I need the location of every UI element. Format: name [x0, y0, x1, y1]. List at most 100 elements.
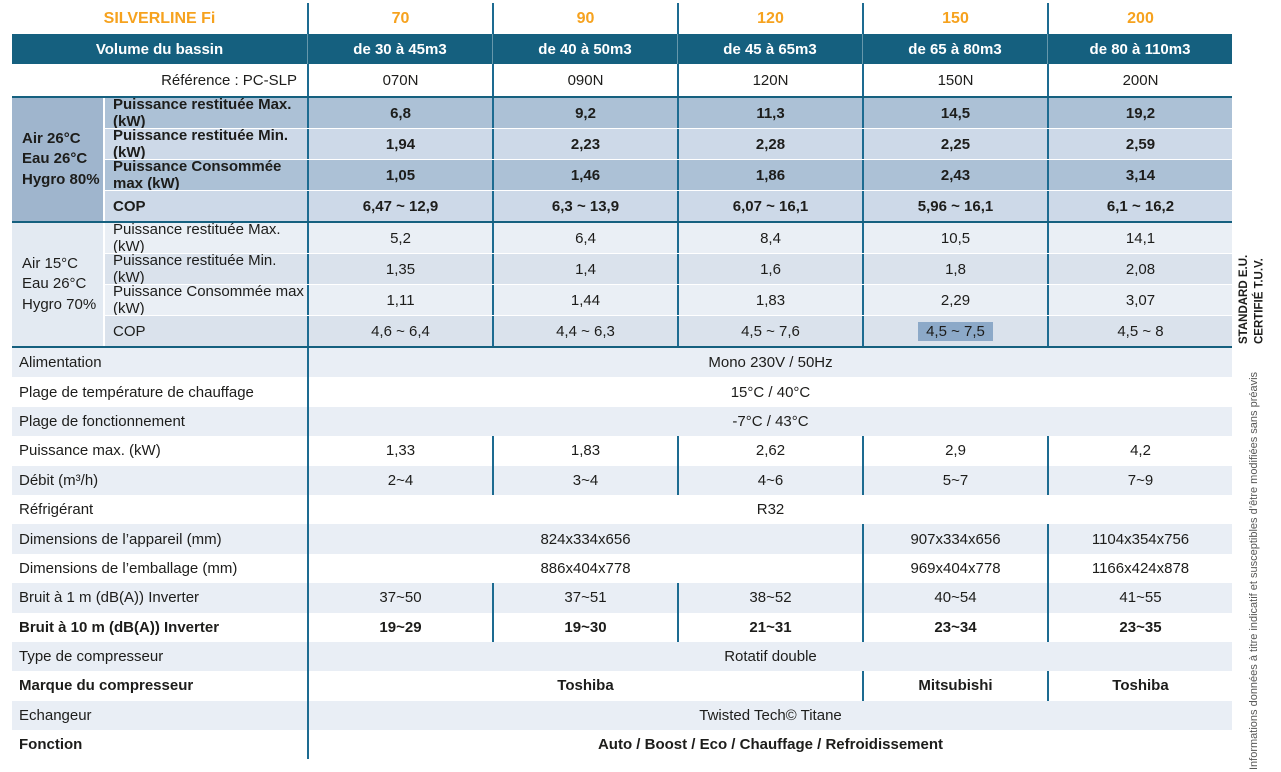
spec-value-cell: Toshiba — [1047, 671, 1232, 701]
spec-merged-value: Rotatif double — [307, 641, 1232, 672]
volume-value: de 65 à 80m3 — [862, 34, 1047, 64]
spec-param-label: Puissance Consommée max (kW) — [113, 158, 282, 192]
spec-value-cell: 19~29 — [307, 612, 492, 642]
spec-merged-value: Auto / Boost / Eco / Chauffage / Refroid… — [307, 730, 1232, 760]
spec-value-cell: 4,6 ~ 6,4 — [307, 316, 492, 346]
spec-value-cell: 4,5 ~ 7,5 — [862, 316, 1047, 346]
spec-value-cell: 37~50 — [307, 583, 492, 613]
model-header-row: SILVERLINE Fi 70 90 120 150 200 — [12, 3, 1232, 34]
spec-value-cell: 10,5 — [862, 223, 1047, 253]
spec-row: Bruit à 1 m (dB(A)) Inverter 37~50 37~51 38… — [12, 583, 1232, 613]
spec-row-label: Puissance max. (kW) — [19, 442, 161, 460]
spec-value-cell: 2~4 — [307, 465, 492, 495]
spec-value-cell: 3,07 — [1047, 285, 1232, 315]
spec-span-value: 886x404x778 — [307, 553, 862, 584]
spec-row: Réfrigérant R32 — [12, 494, 1232, 525]
reference-value: 150N — [862, 64, 1047, 96]
reference-value: 070N — [307, 64, 492, 96]
spec-value-cell: 2,25 — [862, 129, 1047, 159]
spec-row: Marque du compresseur Toshiba Mitsubishi To… — [12, 671, 1232, 701]
spec-value-cell: 1,46 — [492, 160, 677, 190]
spec-value-cell: 1,11 — [307, 285, 492, 315]
performance-row: Puissance restituée Max. (kW) 5,2 6,4 8,4 10… — [105, 221, 1232, 255]
spec-value-cell: 1,44 — [492, 285, 677, 315]
spec-row-label: Bruit à 10 m (dB(A)) Inverter — [19, 618, 220, 636]
spec-row: Plage de fonctionnement -7°C / 43°C — [12, 406, 1232, 437]
volume-row: Volume du bassin de 30 à 45m3 de 40 à 50m3… — [12, 34, 1232, 64]
model-column-header: 200 — [1047, 3, 1232, 34]
model-column-header: 120 — [677, 3, 862, 34]
spec-row-label: Dimensions de l’appareil (mm) — [19, 530, 222, 548]
spec-value-cell: 2,43 — [862, 160, 1047, 190]
spec-row-label: Echangeur — [19, 706, 92, 724]
spec-row-label: Réfrigérant — [19, 501, 94, 519]
spec-value-cell: 1104x354x756 — [1047, 524, 1232, 554]
spec-param-label: COP — [113, 197, 146, 215]
spec-row-label: Bruit à 1 m (dB(A)) Inverter — [19, 589, 200, 607]
reference-row: Référence : PC-SLP 070N 090N 120N 150N 200N — [12, 64, 1232, 96]
spec-row: Alimentation Mono 230V / 50Hz — [12, 348, 1232, 378]
spec-row: Dimensions de l’appareil (mm) 824x334x656… — [12, 524, 1232, 554]
spec-span-value: 824x334x656 — [307, 524, 862, 554]
spec-row-label: Plage de fonctionnement — [19, 412, 185, 430]
spec-value-cell: 1,86 — [677, 160, 862, 190]
condition-line: Air 26°C — [22, 130, 81, 148]
spec-value-cell: 1,94 — [307, 129, 492, 159]
spec-value-cell: 37~51 — [492, 583, 677, 613]
spec-span-value: Toshiba — [307, 671, 862, 701]
volume-value: de 30 à 45m3 — [307, 34, 492, 64]
spec-value-cell: 19~30 — [492, 612, 677, 642]
spec-merged-value: 15°C / 40°C — [307, 377, 1232, 407]
condition-line: Air 15°C — [22, 255, 79, 273]
certification-vertical-note: STANDARD E.U. CERTIFIÉ T.U.V. — [1238, 254, 1266, 344]
spec-value-cell: 7~9 — [1047, 465, 1232, 495]
condition-line: Hygro 70% — [22, 295, 97, 313]
spec-value-cell: Mitsubishi — [862, 671, 1047, 701]
spec-value-cell: 4,4 ~ 6,3 — [492, 316, 677, 346]
spec-merged-value: R32 — [307, 494, 1232, 525]
condition-line: Eau 26°C — [22, 275, 87, 293]
spec-value-cell: 4,2 — [1047, 436, 1232, 466]
spec-param-label: Puissance restituée Min. (kW) — [113, 127, 289, 161]
performance-row: COP 6,47 ~ 12,9 6,3 ~ 13,9 6,07 ~ 16,1 5,96 … — [105, 190, 1232, 221]
spec-value-cell: 5,96 ~ 16,1 — [862, 191, 1047, 221]
spec-row: Dimensions de l’emballage (mm) 886x404x77… — [12, 553, 1232, 584]
spec-row-label: Alimentation — [19, 354, 102, 372]
model-column-header: 90 — [492, 3, 677, 34]
condition-group-label: Air 26°C Eau 26°C Hygro 80% — [12, 98, 105, 221]
spec-row-label: Dimensions de l’emballage (mm) — [19, 559, 238, 577]
spec-value-cell: 2,62 — [677, 436, 862, 466]
performance-section-air26: Air 26°C Eau 26°C Hygro 80% Puissance resti… — [12, 96, 1232, 221]
spec-merged-value: -7°C / 43°C — [307, 406, 1232, 437]
spec-row-label: Fonction — [19, 736, 83, 754]
spec-value-cell: 6,1 ~ 16,2 — [1047, 191, 1232, 221]
section-divider — [12, 221, 1232, 223]
spec-value-cell: 1,83 — [492, 436, 677, 466]
spec-value-cell: 6,47 ~ 12,9 — [307, 191, 492, 221]
spec-value-cell: 38~52 — [677, 583, 862, 613]
section-divider — [12, 96, 1232, 98]
spec-row: Puissance max. (kW) 1,33 1,83 2,62 2,9 4,2 — [12, 436, 1232, 466]
condition-line: Hygro 80% — [22, 170, 100, 188]
spec-merged-value: Twisted Tech© Titane — [307, 700, 1232, 731]
spec-table: SILVERLINE Fi 70 90 120 150 200 Volume du bass… — [12, 3, 1232, 760]
spec-value-cell: 23~35 — [1047, 612, 1232, 642]
spec-row-label: Débit (m³/h) — [19, 471, 99, 489]
disclaimer-vertical-note: Informations données à titre indicatif e… — [1248, 371, 1260, 770]
spec-value-cell: 3~4 — [492, 465, 677, 495]
spec-value-cell: 5,2 — [307, 223, 492, 253]
spec-value-cell: 1,6 — [677, 254, 862, 284]
reference-value: 200N — [1047, 64, 1232, 96]
volume-value: de 45 à 65m3 — [677, 34, 862, 64]
model-column-header: 150 — [862, 3, 1047, 34]
spec-row: Débit (m³/h) 2~4 3~4 4~6 5~7 7~9 — [12, 465, 1232, 495]
spec-value-cell: 9,2 — [492, 98, 677, 128]
spec-value-cell: 21~31 — [677, 612, 862, 642]
spec-value-cell: 2,29 — [862, 285, 1047, 315]
performance-section-air15: Air 15°C Eau 26°C Hygro 70% Puissance resti… — [12, 221, 1232, 346]
volume-row-label: Volume du bassin — [95, 40, 224, 58]
performance-row: Puissance Consommée max (kW) 1,11 1,44 1,83… — [105, 283, 1232, 317]
spec-value-cell: 2,28 — [677, 129, 862, 159]
model-column-header: 70 — [307, 3, 492, 34]
spec-value-cell: 6,3 ~ 13,9 — [492, 191, 677, 221]
